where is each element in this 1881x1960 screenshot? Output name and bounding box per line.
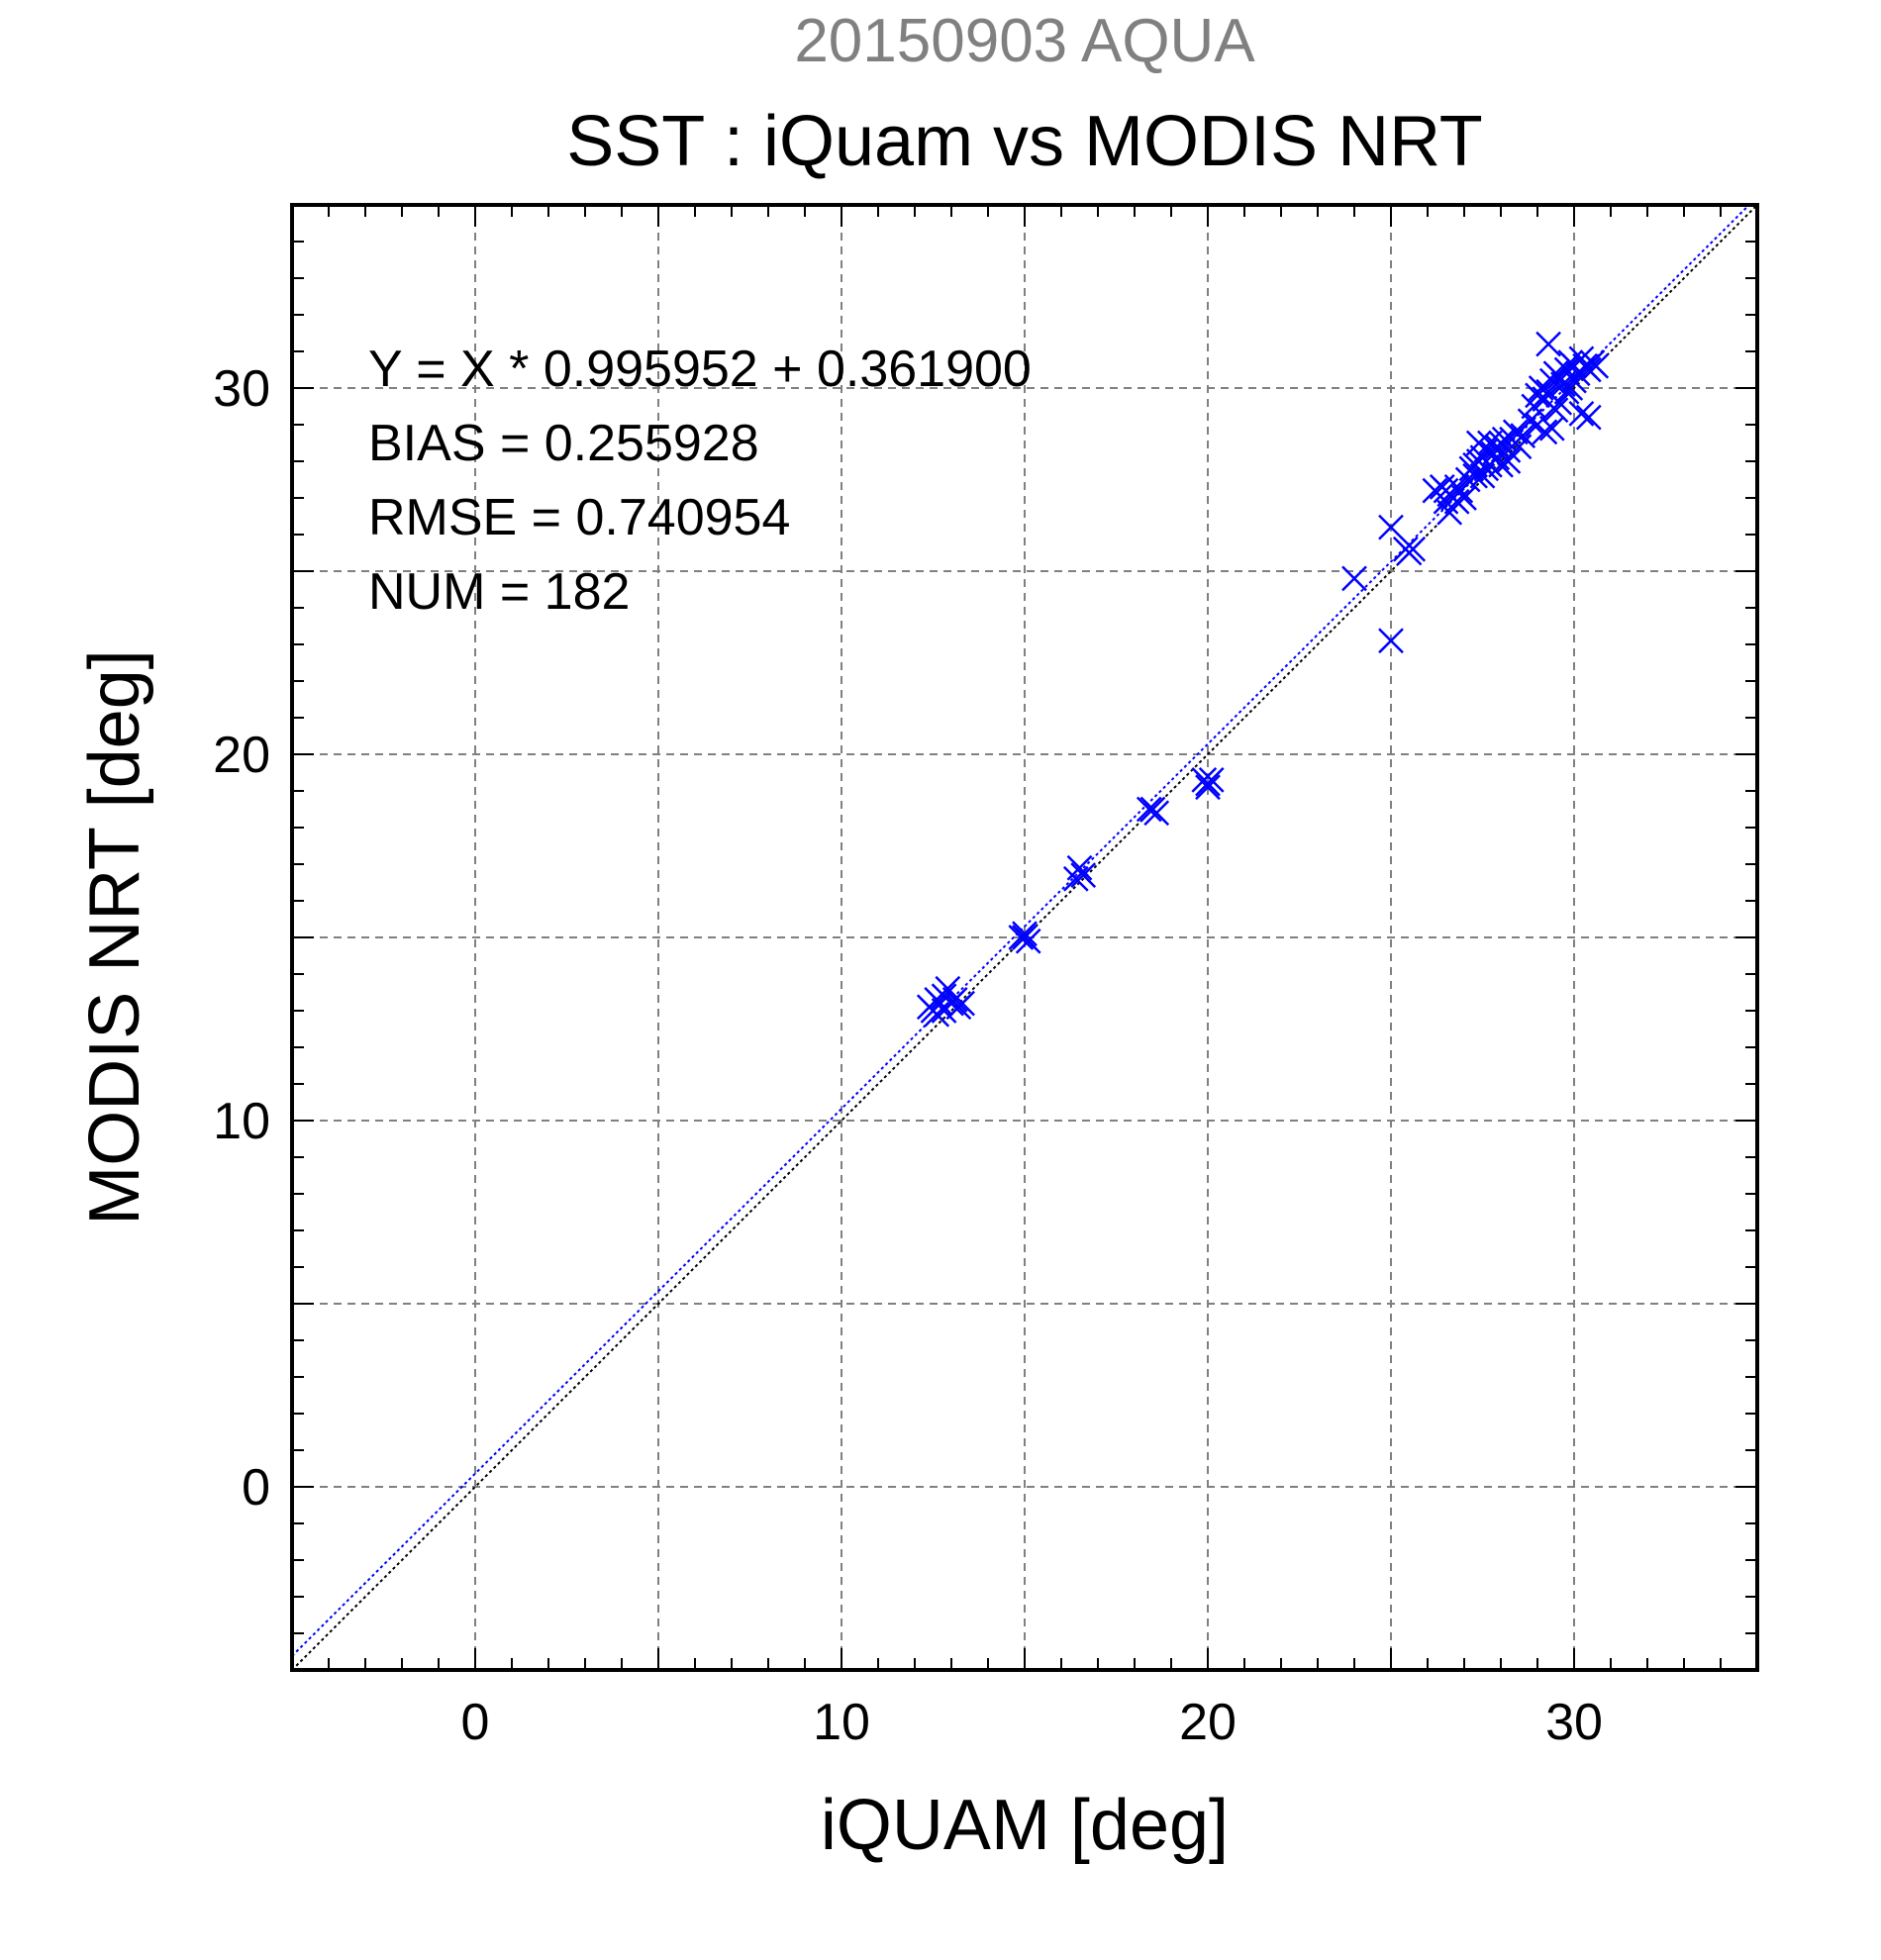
data-point-marker [1378,628,1404,654]
x-tick-label: 0 [461,1694,490,1751]
data-point-marker [1488,451,1514,478]
data-point-marker [1400,536,1427,562]
data-point-marker [1198,767,1225,793]
rmse-value: RMSE = 0.740954 [368,489,790,546]
data-point-marker [1012,921,1038,947]
regression-equation: Y = X * 0.995952 + 0.361900 [368,341,1032,398]
stats-annotation: Y = X * 0.995952 + 0.361900 BIAS = 0.255… [368,341,1032,621]
data-point-marker [1568,401,1595,427]
tick-labels: 0 10 20 30 0 10 20 30 [213,360,1603,1751]
data-point-marker [1502,419,1529,445]
data-point-marker [1341,565,1367,592]
y-tick-label: 30 [213,360,270,418]
data-point-marker [1510,423,1536,448]
chart-title: SST : iQuam vs MODIS NRT [566,102,1483,181]
data-point-marker [1517,408,1543,435]
data-point-marker [1443,488,1470,515]
data-point-marker [1378,514,1404,540]
data-point-marker [1535,331,1561,357]
data-point-marker [1195,774,1221,801]
plot-frame [290,203,1759,1672]
x-tick-label: 20 [1179,1694,1237,1751]
data-point-marker [931,998,957,1024]
y-tick-label: 20 [213,727,270,784]
data-point-marker [1484,444,1511,471]
y-tick-label: 10 [213,1093,270,1150]
data-point-marker [1462,462,1488,489]
chart-subtitle: 20150903 AQUA [794,7,1255,75]
data-point-marker [1012,925,1038,950]
x-tick-label: 10 [813,1694,870,1751]
data-point-marker [1070,862,1097,888]
data-point-marker [1143,800,1170,827]
data-point-marker [924,987,950,1013]
data-point-marker [1557,375,1584,401]
data-point-marker [945,994,972,1021]
bias-value: BIAS = 0.255928 [368,415,759,472]
data-point-marker [1469,462,1496,489]
x-axis-label: iQUAM [deg] [821,1786,1229,1865]
data-point-marker [1575,404,1602,431]
data-point-marker [1136,796,1162,823]
data-point-marker [1066,854,1093,881]
data-point-marker [1546,389,1573,416]
y-tick-label: 0 [242,1459,270,1517]
data-point-marker [1525,412,1550,438]
grid-lines [292,205,1757,1670]
x-tick-label: 30 [1545,1694,1603,1751]
num-value: NUM = 182 [368,563,630,621]
data-point-marker [1583,352,1610,379]
data-point-marker [1561,367,1587,394]
data-point-marker [1542,397,1569,424]
y-axis-label: MODIS NRT [deg] [75,649,154,1225]
data-points [916,331,1610,1028]
